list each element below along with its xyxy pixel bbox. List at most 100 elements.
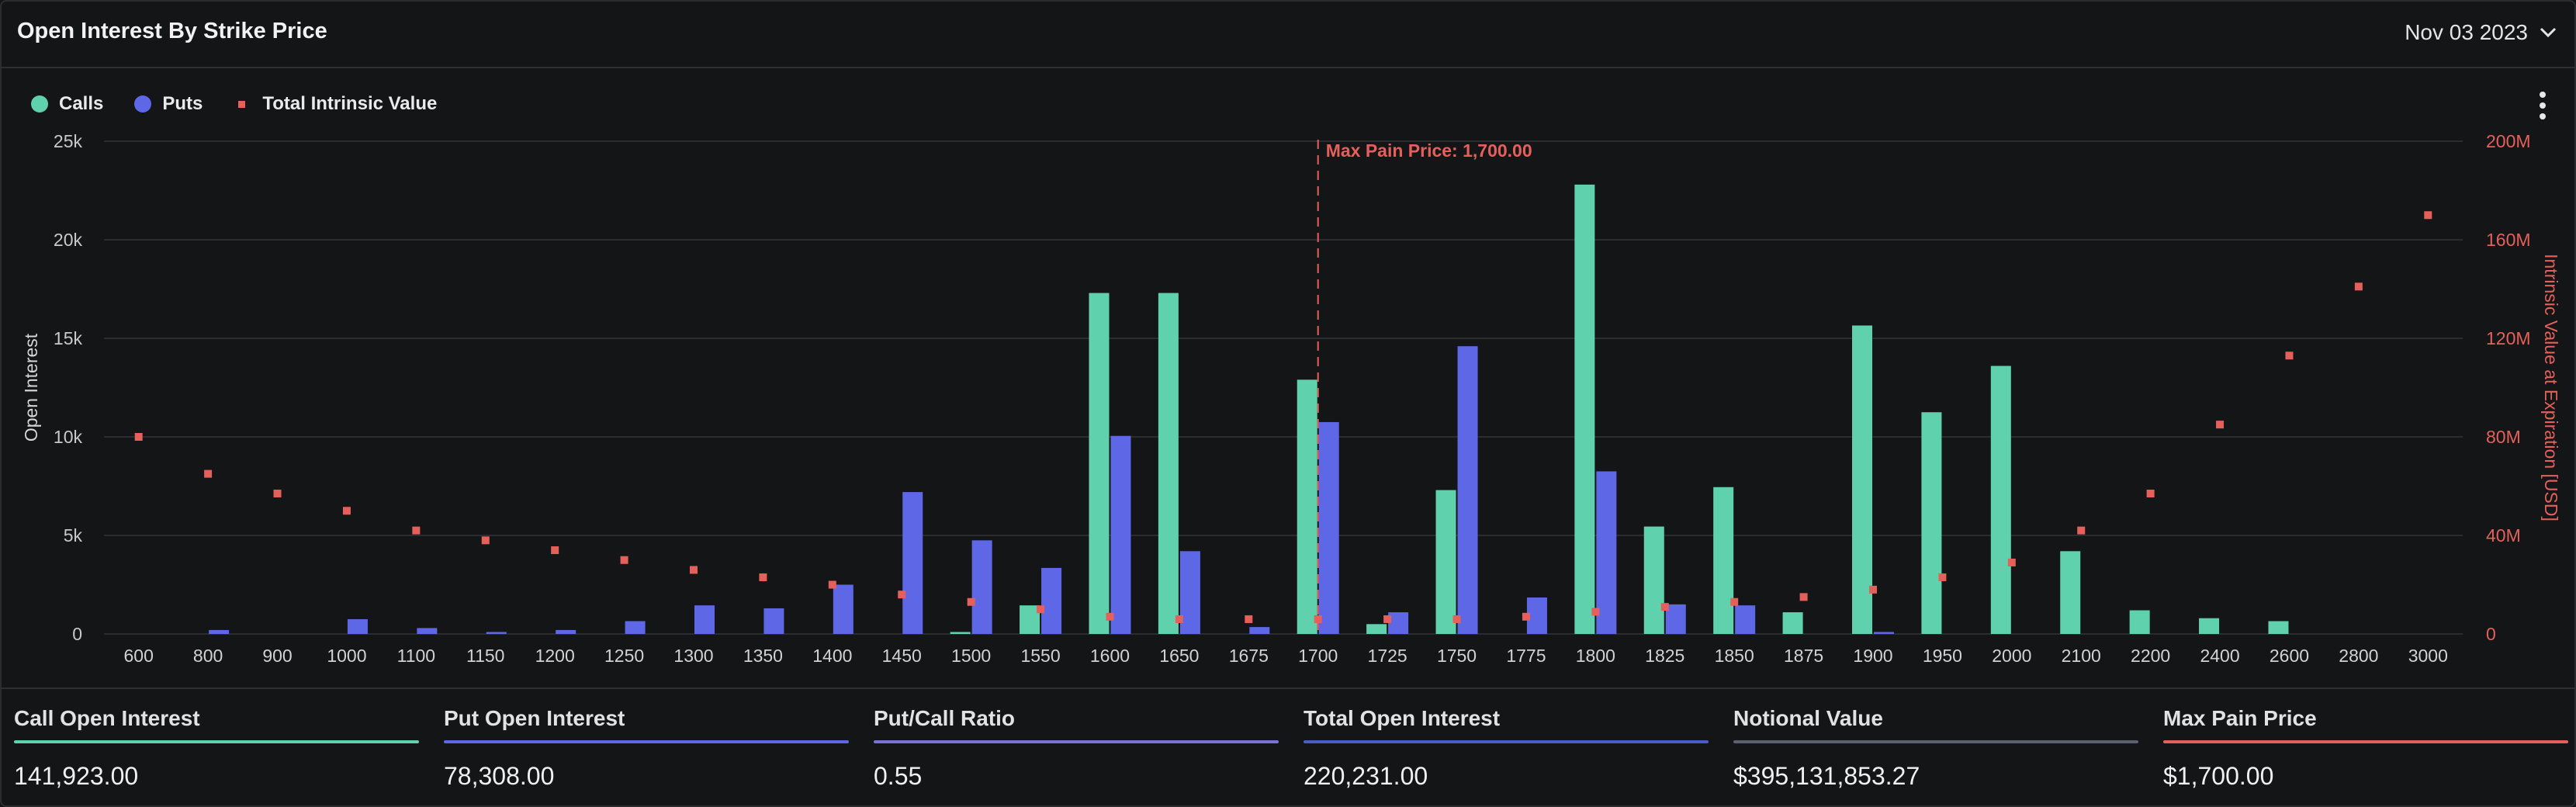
bar-calls bbox=[1158, 293, 1179, 634]
stat-underline bbox=[14, 740, 419, 743]
x-tick-label: 1825 bbox=[1645, 646, 1684, 666]
legend-item-calls[interactable]: Calls bbox=[31, 93, 103, 115]
bar-puts bbox=[417, 628, 438, 634]
y-left-axis-title: Open Interest bbox=[21, 333, 41, 442]
intrinsic-value-point bbox=[2354, 282, 2363, 291]
bar-puts bbox=[833, 584, 853, 634]
stat-underline bbox=[2163, 740, 2568, 743]
intrinsic-value-point bbox=[2424, 211, 2432, 220]
x-tick-label: 1875 bbox=[1784, 646, 1823, 666]
intrinsic-value-point bbox=[1938, 573, 1947, 581]
more-options-icon[interactable] bbox=[2539, 92, 2547, 119]
x-tick-label: 2800 bbox=[2339, 646, 2378, 666]
x-tick-label: 1100 bbox=[397, 646, 435, 666]
x-tick-label: 1150 bbox=[466, 646, 504, 666]
bar-puts bbox=[347, 618, 368, 634]
intrinsic-value-point bbox=[1106, 612, 1114, 621]
bar-calls bbox=[1782, 612, 1803, 634]
bar-puts bbox=[763, 608, 784, 634]
puts-swatch bbox=[134, 95, 152, 113]
max-pain-annotation: Max Pain Price: 1,700.00 bbox=[1326, 140, 1532, 161]
y-right-tick-label: 120M bbox=[2486, 328, 2531, 348]
intrinsic-value-point bbox=[134, 433, 143, 441]
bar-calls bbox=[1020, 605, 1040, 634]
y-left-tick-label: 0 bbox=[72, 624, 82, 644]
bar-puts bbox=[486, 632, 507, 634]
summary-stats: Call Open Interest 141,923.00 Put Open I… bbox=[2, 688, 2574, 807]
intrinsic-value-point bbox=[412, 526, 421, 535]
x-tick-label: 1400 bbox=[812, 646, 852, 666]
intrinsic-value-point bbox=[2146, 490, 2155, 498]
intrinsic-value-point bbox=[1452, 615, 1461, 623]
bar-calls bbox=[1297, 379, 1317, 634]
intrinsic-value-point bbox=[690, 566, 698, 574]
x-tick-label: 2600 bbox=[2270, 646, 2309, 666]
x-tick-label: 1750 bbox=[1437, 646, 1477, 666]
x-tick-label: 2000 bbox=[1992, 646, 2031, 666]
legend-item-intrinsic[interactable]: Total Intrinsic Value bbox=[234, 93, 437, 115]
bar-calls bbox=[2268, 621, 2289, 634]
y-right-tick-label: 80M bbox=[2486, 427, 2521, 447]
x-tick-label: 1000 bbox=[327, 646, 366, 666]
bar-calls bbox=[950, 632, 971, 634]
x-tick-label: 1250 bbox=[604, 646, 644, 666]
bar-puts bbox=[1249, 627, 1270, 634]
x-tick-label: 1450 bbox=[882, 646, 922, 666]
y-right-tick-label: 0 bbox=[2486, 624, 2496, 644]
y-left-tick-label: 5k bbox=[64, 525, 83, 546]
page-title: Open Interest By Strike Price bbox=[17, 19, 327, 43]
intrinsic-value-point bbox=[828, 580, 836, 589]
stat-value: 220,231.00 bbox=[1304, 762, 1428, 790]
bar-calls bbox=[1990, 365, 2011, 634]
chart-legend: Calls Puts Total Intrinsic Value bbox=[31, 93, 437, 115]
bar-puts bbox=[1665, 604, 1686, 634]
y-left-tick-label: 25k bbox=[54, 131, 83, 151]
intrinsic-value-point bbox=[1869, 585, 1877, 594]
bar-puts bbox=[694, 605, 715, 634]
bar-puts bbox=[902, 492, 923, 634]
legend-item-puts[interactable]: Puts bbox=[134, 93, 203, 115]
x-tick-label: 3000 bbox=[2408, 646, 2448, 666]
bar-puts bbox=[1110, 435, 1131, 634]
intrinsic-value-point bbox=[1730, 597, 1739, 606]
intrinsic-value-point bbox=[2007, 558, 2016, 566]
bar-calls bbox=[1366, 624, 1387, 634]
open-interest-chart: 0 5k 10k 15k 20k 25k 0 40M 80M 120M 160M 200M Open I… bbox=[21, 131, 2561, 666]
bar-calls bbox=[1089, 293, 1110, 634]
x-tick-label: 600 bbox=[124, 646, 154, 666]
stat-value: $395,131,853.27 bbox=[1733, 762, 1920, 790]
intrinsic-value-point bbox=[551, 546, 559, 555]
x-tick-label: 1300 bbox=[673, 646, 713, 666]
chevron-down-icon bbox=[2540, 27, 2557, 38]
bar-calls bbox=[1921, 412, 1942, 634]
bar-calls bbox=[2129, 610, 2150, 634]
x-tick-label: 1550 bbox=[1020, 646, 1060, 666]
intrinsic-value-point bbox=[898, 591, 906, 599]
stat-underline bbox=[874, 740, 1279, 743]
x-tick-label: 1650 bbox=[1159, 646, 1199, 666]
y-right-axis-title: Intrinsic Value at Expiration [USD] bbox=[2541, 254, 2561, 521]
stat-put-call-ratio: Put/Call Ratio 0.55 bbox=[874, 706, 1279, 791]
x-tick-label: 1350 bbox=[743, 646, 783, 666]
bar-puts bbox=[1457, 346, 1478, 634]
x-tick-label: 1950 bbox=[1923, 646, 1962, 666]
x-tick-label: 1850 bbox=[1715, 646, 1754, 666]
x-tick-label: 1200 bbox=[535, 646, 575, 666]
bar-calls bbox=[2060, 551, 2081, 634]
x-tick-label: 2200 bbox=[2131, 646, 2170, 666]
bar-puts bbox=[1596, 471, 1617, 634]
stat-underline bbox=[1733, 740, 2138, 743]
stat-label: Put Open Interest bbox=[444, 706, 625, 730]
stat-max-pain-price: Max Pain Price $1,700.00 bbox=[2163, 706, 2568, 791]
x-tick-label: 1725 bbox=[1368, 646, 1407, 666]
y-left-tick-label: 20k bbox=[54, 230, 83, 250]
bar-puts bbox=[556, 629, 576, 634]
stat-value: 141,923.00 bbox=[14, 762, 139, 790]
expiry-date-dropdown[interactable]: Nov 03 2023 bbox=[2405, 20, 2557, 45]
bar-puts bbox=[1179, 551, 1200, 634]
y-right-tick-label: 200M bbox=[2486, 131, 2531, 151]
intrinsic-swatch bbox=[238, 100, 246, 108]
x-tick-label: 2400 bbox=[2200, 646, 2239, 666]
bar-puts bbox=[1874, 632, 1894, 634]
